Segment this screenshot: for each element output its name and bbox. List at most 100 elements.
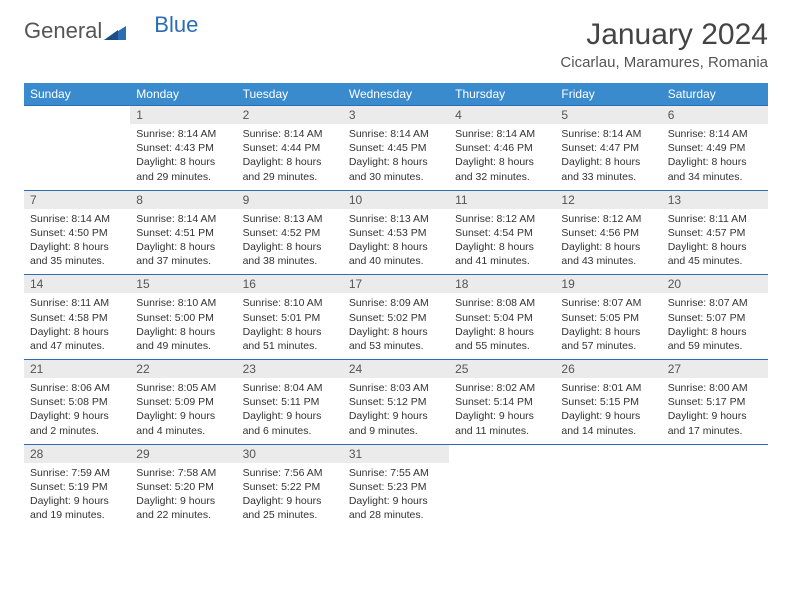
sunset-text: Sunset: 4:56 PM bbox=[561, 226, 655, 240]
day-number: 1 bbox=[130, 106, 236, 125]
day-cell: Sunrise: 8:12 AMSunset: 4:56 PMDaylight:… bbox=[555, 209, 661, 275]
dl2-text: and 22 minutes. bbox=[136, 508, 230, 522]
sunset-text: Sunset: 5:11 PM bbox=[243, 395, 337, 409]
day-number: 12 bbox=[555, 190, 661, 209]
day-cell: Sunrise: 8:07 AMSunset: 5:05 PMDaylight:… bbox=[555, 293, 661, 359]
dl2-text: and 2 minutes. bbox=[30, 424, 124, 438]
dl1-text: Daylight: 8 hours bbox=[668, 325, 762, 339]
day-cell: Sunrise: 8:14 AMSunset: 4:45 PMDaylight:… bbox=[343, 124, 449, 190]
dl1-text: Daylight: 8 hours bbox=[561, 155, 655, 169]
sunrise-text: Sunrise: 8:12 AM bbox=[561, 212, 655, 226]
sunrise-text: Sunrise: 8:10 AM bbox=[136, 296, 230, 310]
dl2-text: and 32 minutes. bbox=[455, 170, 549, 184]
daynum-row: 21222324252627 bbox=[24, 360, 768, 379]
month-title: January 2024 bbox=[560, 18, 768, 52]
logo-triangle-icon bbox=[104, 22, 126, 40]
day-cell: Sunrise: 8:07 AMSunset: 5:07 PMDaylight:… bbox=[662, 293, 768, 359]
sunset-text: Sunset: 5:04 PM bbox=[455, 311, 549, 325]
sunset-text: Sunset: 4:43 PM bbox=[136, 141, 230, 155]
day-number: 20 bbox=[662, 275, 768, 294]
sunrise-text: Sunrise: 8:04 AM bbox=[243, 381, 337, 395]
sunset-text: Sunset: 4:54 PM bbox=[455, 226, 549, 240]
sunset-text: Sunset: 5:09 PM bbox=[136, 395, 230, 409]
sunset-text: Sunset: 5:01 PM bbox=[243, 311, 337, 325]
sunrise-text: Sunrise: 8:02 AM bbox=[455, 381, 549, 395]
day-number: 21 bbox=[24, 360, 130, 379]
day-cell bbox=[24, 124, 130, 190]
dl2-text: and 59 minutes. bbox=[668, 339, 762, 353]
content-row: Sunrise: 8:06 AMSunset: 5:08 PMDaylight:… bbox=[24, 378, 768, 444]
day-header: Saturday bbox=[662, 83, 768, 106]
sunrise-text: Sunrise: 8:14 AM bbox=[561, 127, 655, 141]
dl1-text: Daylight: 8 hours bbox=[455, 155, 549, 169]
dl1-text: Daylight: 8 hours bbox=[136, 155, 230, 169]
dl2-text: and 9 minutes. bbox=[349, 424, 443, 438]
day-cell: Sunrise: 8:02 AMSunset: 5:14 PMDaylight:… bbox=[449, 378, 555, 444]
content-row: Sunrise: 8:11 AMSunset: 4:58 PMDaylight:… bbox=[24, 293, 768, 359]
day-header: Sunday bbox=[24, 83, 130, 106]
day-header: Friday bbox=[555, 83, 661, 106]
sunrise-text: Sunrise: 8:14 AM bbox=[136, 212, 230, 226]
dl2-text: and 38 minutes. bbox=[243, 254, 337, 268]
day-cell: Sunrise: 8:12 AMSunset: 4:54 PMDaylight:… bbox=[449, 209, 555, 275]
day-number bbox=[449, 444, 555, 463]
sunrise-text: Sunrise: 8:13 AM bbox=[243, 212, 337, 226]
day-number: 23 bbox=[237, 360, 343, 379]
sunset-text: Sunset: 4:50 PM bbox=[30, 226, 124, 240]
dl1-text: Daylight: 8 hours bbox=[243, 240, 337, 254]
dl2-text: and 35 minutes. bbox=[30, 254, 124, 268]
day-cell: Sunrise: 8:10 AMSunset: 5:00 PMDaylight:… bbox=[130, 293, 236, 359]
sunrise-text: Sunrise: 8:14 AM bbox=[30, 212, 124, 226]
day-number: 16 bbox=[237, 275, 343, 294]
sunset-text: Sunset: 4:51 PM bbox=[136, 226, 230, 240]
day-number: 17 bbox=[343, 275, 449, 294]
day-cell: Sunrise: 8:03 AMSunset: 5:12 PMDaylight:… bbox=[343, 378, 449, 444]
day-cell: Sunrise: 7:56 AMSunset: 5:22 PMDaylight:… bbox=[237, 463, 343, 529]
day-cell: Sunrise: 8:14 AMSunset: 4:50 PMDaylight:… bbox=[24, 209, 130, 275]
sunrise-text: Sunrise: 8:13 AM bbox=[349, 212, 443, 226]
sunrise-text: Sunrise: 8:14 AM bbox=[455, 127, 549, 141]
day-number: 2 bbox=[237, 106, 343, 125]
day-number: 18 bbox=[449, 275, 555, 294]
day-number: 5 bbox=[555, 106, 661, 125]
sunrise-text: Sunrise: 8:11 AM bbox=[30, 296, 124, 310]
dl1-text: Daylight: 8 hours bbox=[455, 240, 549, 254]
day-cell bbox=[449, 463, 555, 529]
day-cell bbox=[662, 463, 768, 529]
day-number: 13 bbox=[662, 190, 768, 209]
dl1-text: Daylight: 9 hours bbox=[455, 409, 549, 423]
dl2-text: and 6 minutes. bbox=[243, 424, 337, 438]
sunrise-text: Sunrise: 8:03 AM bbox=[349, 381, 443, 395]
day-number: 25 bbox=[449, 360, 555, 379]
content-row: Sunrise: 8:14 AMSunset: 4:50 PMDaylight:… bbox=[24, 209, 768, 275]
sunrise-text: Sunrise: 8:14 AM bbox=[136, 127, 230, 141]
day-cell: Sunrise: 8:05 AMSunset: 5:09 PMDaylight:… bbox=[130, 378, 236, 444]
dl1-text: Daylight: 8 hours bbox=[243, 325, 337, 339]
day-cell: Sunrise: 8:01 AMSunset: 5:15 PMDaylight:… bbox=[555, 378, 661, 444]
dl1-text: Daylight: 8 hours bbox=[349, 240, 443, 254]
sunrise-text: Sunrise: 8:11 AM bbox=[668, 212, 762, 226]
sunset-text: Sunset: 5:14 PM bbox=[455, 395, 549, 409]
sunset-text: Sunset: 5:05 PM bbox=[561, 311, 655, 325]
day-cell: Sunrise: 8:09 AMSunset: 5:02 PMDaylight:… bbox=[343, 293, 449, 359]
day-cell: Sunrise: 8:10 AMSunset: 5:01 PMDaylight:… bbox=[237, 293, 343, 359]
dl1-text: Daylight: 8 hours bbox=[349, 325, 443, 339]
day-cell: Sunrise: 8:14 AMSunset: 4:51 PMDaylight:… bbox=[130, 209, 236, 275]
day-number: 30 bbox=[237, 444, 343, 463]
sunset-text: Sunset: 4:46 PM bbox=[455, 141, 549, 155]
dl2-text: and 29 minutes. bbox=[136, 170, 230, 184]
day-number: 14 bbox=[24, 275, 130, 294]
daynum-row: 123456 bbox=[24, 106, 768, 125]
day-header: Monday bbox=[130, 83, 236, 106]
dl2-text: and 47 minutes. bbox=[30, 339, 124, 353]
day-cell: Sunrise: 7:55 AMSunset: 5:23 PMDaylight:… bbox=[343, 463, 449, 529]
sunset-text: Sunset: 4:45 PM bbox=[349, 141, 443, 155]
content-row: Sunrise: 8:14 AMSunset: 4:43 PMDaylight:… bbox=[24, 124, 768, 190]
sunset-text: Sunset: 5:19 PM bbox=[30, 480, 124, 494]
day-cell bbox=[555, 463, 661, 529]
sunset-text: Sunset: 5:20 PM bbox=[136, 480, 230, 494]
dl1-text: Daylight: 9 hours bbox=[668, 409, 762, 423]
day-number: 28 bbox=[24, 444, 130, 463]
day-number: 24 bbox=[343, 360, 449, 379]
sunrise-text: Sunrise: 7:55 AM bbox=[349, 466, 443, 480]
